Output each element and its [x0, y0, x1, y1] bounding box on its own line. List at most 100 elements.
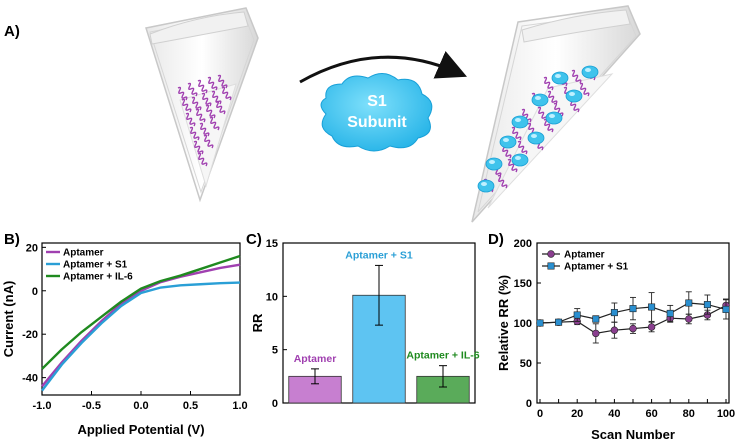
- electrode-cone-right: [471, 5, 641, 223]
- aptamer-strand: [507, 158, 518, 173]
- panel-d-ytick-label: 0: [526, 398, 532, 410]
- panel-d-point-circle: [592, 329, 600, 338]
- aptamer-strand: [203, 134, 214, 149]
- aptamer-strand: [553, 102, 564, 117]
- s1-protein-highlight: [549, 114, 555, 118]
- aptamer-strand: [537, 106, 548, 121]
- panel-label-b: B): [4, 231, 20, 248]
- panel-d-point-square: [666, 309, 674, 317]
- panel-b-ytick-label: 20: [26, 242, 38, 254]
- aptamer-strand: [543, 76, 554, 91]
- panel-b-series-line: [41, 281, 241, 392]
- panel-c-bar-label: Aptamer + S1: [345, 249, 413, 261]
- panel-b-series: [41, 254, 241, 392]
- panel-b-xtick-label: -0.5: [82, 400, 101, 412]
- aptamer-strand: [181, 98, 192, 113]
- s1-protein: [551, 71, 569, 85]
- s1-protein-highlight: [515, 156, 521, 160]
- panel-c-bars: Aptamer Aptamer + S1 Aptamer + IL-6: [288, 249, 480, 404]
- panel-d-stability: 0 20 40 60 80 100 0 50 100 150 200 AptamerAptamer …: [496, 238, 735, 442]
- s1-protein-highlight: [489, 160, 495, 164]
- panel-b-xtick-label: 0.0: [133, 400, 148, 412]
- panel-d-point-square: [648, 303, 656, 311]
- panel-d-point-square: [555, 318, 563, 326]
- s1-protein-highlight: [515, 118, 521, 122]
- subunit-label: Subunit: [347, 114, 407, 131]
- aptamer-strand: [193, 140, 204, 155]
- panel-c-bar-label: Aptamer + IL-6: [406, 350, 479, 362]
- aptamer-strand: [517, 140, 528, 155]
- panel-d-point-square: [703, 301, 711, 309]
- aptamer-strand: [189, 126, 200, 141]
- aptamer-strand: [521, 108, 532, 123]
- panel-b-ytick-label: -40: [22, 373, 38, 385]
- reaction-arrow: [299, 51, 468, 84]
- aptamer-strand: [197, 152, 208, 167]
- s1-protein-highlight: [535, 96, 541, 100]
- panel-d-xtick-label: 100: [717, 408, 735, 420]
- s1-protein-highlight: [569, 92, 575, 96]
- panel-d-legend-label: Aptamer: [564, 250, 605, 261]
- panel-d-point-circle: [647, 323, 656, 331]
- panel-c-ytick-label: 0: [272, 398, 278, 410]
- aptamer-strand: [571, 69, 582, 84]
- s1-protein: [485, 157, 503, 171]
- panel-d-ticks: 0 20 40 60 80 100 0 50 100 150 200: [514, 238, 736, 420]
- s1-label: S1: [367, 93, 387, 110]
- panel-label-d: D): [488, 231, 504, 248]
- aptamer-strand: [547, 90, 558, 105]
- aptamer-strand: [543, 118, 554, 133]
- aptamer-strand: [497, 174, 508, 189]
- panel-d-point-square: [592, 315, 600, 323]
- aptamer-strand: [187, 82, 198, 97]
- aptamer-strand: [217, 74, 228, 89]
- panel-d-ytick-label: 150: [514, 278, 532, 290]
- aptamer-strand: [215, 100, 226, 115]
- panel-b-xtick-label: 1.0: [232, 400, 247, 412]
- panel-d-xtick-label: 60: [645, 408, 657, 420]
- panel-label-c: C): [246, 231, 262, 248]
- panel-d-xtick-label: 40: [608, 408, 620, 420]
- s1-protein-highlight: [503, 138, 509, 142]
- panel-d-series: [536, 291, 730, 344]
- panel-c-bar-chart: 0 5 10 15 Aptamer Aptamer + S1 Aptamer + IL-6…: [250, 238, 480, 410]
- aptamer-strand: [185, 112, 196, 127]
- panel-label-a: A): [4, 23, 20, 40]
- panel-d-point-square: [573, 311, 581, 319]
- s1-protein-highlight: [531, 134, 537, 138]
- aptamer-strand: [207, 76, 218, 91]
- panel-d-ytick-label: 50: [520, 358, 532, 370]
- panel-d-point-square: [536, 319, 544, 327]
- panel-d-legend-label: Aptamer + S1: [564, 262, 629, 273]
- aptamer-strand: [191, 96, 202, 111]
- panel-d-point-square: [610, 309, 618, 317]
- s1-protein-highlight: [585, 68, 591, 72]
- panel-b-xtick-label: 0.5: [183, 400, 198, 412]
- aptamer-strands-left: [177, 74, 232, 167]
- aptamer-strand: [199, 122, 210, 137]
- panel-c-ytick-label: 5: [272, 345, 278, 357]
- s1-protein: [581, 65, 599, 79]
- aptamer-strand: [197, 79, 208, 94]
- panel-d-point-circle: [685, 315, 693, 323]
- panel-b-xlabel: Applied Potential (V): [77, 422, 204, 437]
- s1-protein-highlight: [555, 74, 561, 78]
- s1-protein-highlight: [481, 182, 487, 186]
- panel-c-ytick-label: 15: [266, 238, 278, 250]
- electrode-cone-left: [145, 7, 259, 203]
- panel-c-ytick-label: 10: [266, 291, 278, 303]
- panel-d-point-circle: [610, 326, 619, 334]
- panel-d-point-circle: [629, 324, 637, 333]
- aptamer-strand: [177, 86, 188, 101]
- panel-b-ticks: -1.0 -0.5 0.0 0.5 1.0 -40 -20 0 20: [22, 242, 248, 412]
- aptamer-strand: [209, 116, 220, 131]
- panel-d-legend-marker: [547, 250, 555, 258]
- aptamer-strand: [511, 126, 522, 141]
- panel-d-point-square: [629, 305, 637, 313]
- aptamer-strand: [221, 86, 232, 101]
- panel-d-point-square: [685, 299, 693, 307]
- panel-b-legend-label: Aptamer + S1: [63, 260, 128, 271]
